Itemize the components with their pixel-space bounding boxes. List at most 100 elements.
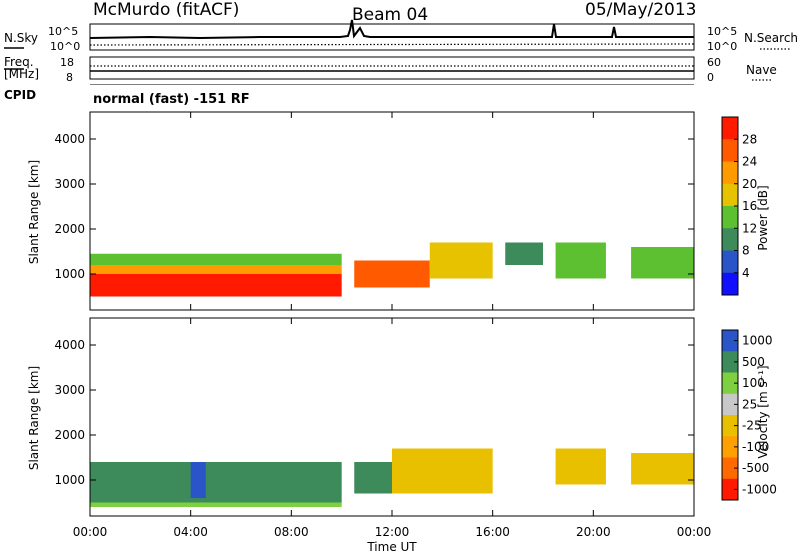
y-tick-label: 2000 (54, 428, 85, 442)
velocity-colorbar: 1000 500 100 25 -25 -100 -500 -1000 (721, 329, 777, 501)
colorbar-segment (722, 330, 738, 352)
freq-label: Freq. (4, 55, 34, 69)
colorbar-tick-label: 24 (742, 155, 757, 169)
noise-left-label: N.Sky (4, 31, 38, 45)
mode-label: normal (fast) -151 RF (93, 92, 250, 107)
echo-region (631, 453, 694, 485)
colorbar-segment (722, 372, 738, 395)
time-tick-label: 20:00 (576, 525, 611, 539)
nave-label: Nave (746, 63, 777, 77)
station-title: McMurdo (fitACF) (93, 0, 239, 20)
freq-tick-top: 18 (60, 56, 74, 69)
y-tick-label: 4000 (54, 132, 85, 146)
colorbar-segment (722, 478, 738, 501)
colorbar-tick-label: 4 (742, 266, 750, 280)
time-tick-labels: 00:00 04:00 08:00 12:00 16:00 20:00 00:00 (73, 525, 712, 539)
y-tick-label: 2000 (54, 222, 85, 236)
colorbar-tick-label: -500 (742, 461, 769, 475)
noise-search-line (89, 43, 695, 46)
echo-region (354, 260, 430, 288)
colorbar-tick-label: 8 (742, 244, 750, 258)
power-echoes (90, 242, 694, 297)
colorbar-segment (722, 183, 738, 207)
colorbar-tick-label: -1000 (742, 482, 777, 496)
power-ylabel: Slant Range [km] (27, 160, 41, 264)
colorbar-segment (722, 161, 738, 185)
echo-region (90, 265, 342, 274)
colorbar-tick-label: 28 (742, 132, 757, 146)
echo-region (429, 242, 493, 279)
noise-right-label: N.Search (744, 31, 798, 45)
power-panel: Slant Range [km] 1000 2000 3000 4000 4 8 12 16… (27, 111, 770, 311)
velocity-panel: Slant Range [km] 1000 2000 3000 4000 1000 50… (27, 317, 777, 517)
time-tick-label: 16:00 (475, 525, 510, 539)
colorbar-segment (722, 415, 738, 437)
time-tick-label: 00:00 (677, 525, 712, 539)
freq-tick-bottom: 8 (66, 71, 73, 84)
colorbar-segment (722, 351, 738, 373)
echo-region (631, 247, 694, 279)
time-tick-label: 12:00 (375, 525, 410, 539)
colorbar-tick-label: 500 (742, 355, 765, 369)
power-xtickmarks (89, 112, 695, 310)
freq-frame (89, 56, 695, 80)
noise-sky-line (89, 19, 694, 40)
colorbar-segment (722, 436, 738, 458)
time-axis-label: Time UT (366, 540, 417, 554)
colorbar-segment (722, 272, 738, 296)
y-tick-label: 3000 (54, 177, 85, 191)
velocity-echoes (90, 448, 694, 507)
echo-region (505, 242, 543, 265)
noise-left-tick-top: 10^5 (48, 25, 78, 38)
colorbar-tick-label: -100 (742, 440, 769, 454)
date-title: 05/May/2013 (585, 0, 697, 20)
noise-right-tick-top: 10^5 (707, 25, 737, 38)
time-tick-label: 08:00 (274, 525, 309, 539)
y-tick-label: 3000 (54, 383, 85, 397)
velocity-yticks: 1000 2000 3000 4000 (54, 338, 694, 487)
colorbar-segment (722, 457, 738, 480)
y-tick-label: 1000 (54, 267, 85, 281)
colorbar-tick-label: 1000 (742, 334, 773, 348)
colorbar-frame (721, 329, 739, 501)
power-colorbar-label: Power [dB] (756, 185, 770, 250)
colorbar-tick-label: 20 (742, 177, 757, 191)
time-tick-label: 00:00 (73, 525, 108, 539)
power-colorbar: 4 8 12 16 20 24 28 (721, 116, 757, 296)
echo-region (190, 462, 206, 498)
echo-region (392, 448, 493, 494)
noise-left-tick-bottom: 10^0 (50, 40, 80, 53)
colorbar-tick-label: 12 (742, 221, 757, 235)
velocity-colorbar-label: Velocity [m s⁻¹] (756, 365, 770, 458)
echo-region (555, 242, 606, 279)
nave-tick-bottom: 0 (707, 71, 714, 84)
colorbar-tick-label: 16 (742, 199, 757, 213)
echo-region (354, 462, 392, 494)
colorbar-tick-label: 100 (742, 376, 765, 390)
colorbar-segment (722, 139, 738, 162)
echo-region (90, 253, 342, 265)
colorbar-tick-label: -25 (742, 419, 762, 433)
velocity-xtickmarks (89, 318, 695, 516)
freq-panel: Freq. [MHz] 18 8 60 0 Nave (4, 55, 777, 84)
noise-right-tick-bottom: 10^0 (707, 40, 737, 53)
colorbar-segment (722, 228, 738, 251)
nave-tick-top: 60 (707, 56, 721, 69)
power-yticks: 1000 2000 3000 4000 (54, 132, 694, 281)
cpid-rule (90, 84, 694, 85)
echo-region (90, 502, 342, 507)
y-tick-label: 1000 (54, 473, 85, 487)
noise-panel: N.Sky 10^5 10^0 10^5 10^0 N.Search (4, 19, 798, 53)
velocity-ylabel: Slant Range [km] (27, 366, 41, 470)
beam-title: Beam 04 (352, 5, 428, 25)
y-tick-label: 4000 (54, 338, 85, 352)
echo-region (90, 462, 342, 503)
time-tick-label: 04:00 (173, 525, 208, 539)
cpid-label: CPID (4, 88, 36, 102)
echo-region (90, 274, 342, 297)
freq-unit-label: [MHz] (4, 67, 39, 81)
colorbar-tick-label: 25 (742, 397, 757, 411)
colorbar-segment (722, 117, 738, 140)
colorbar-segment (722, 250, 738, 274)
